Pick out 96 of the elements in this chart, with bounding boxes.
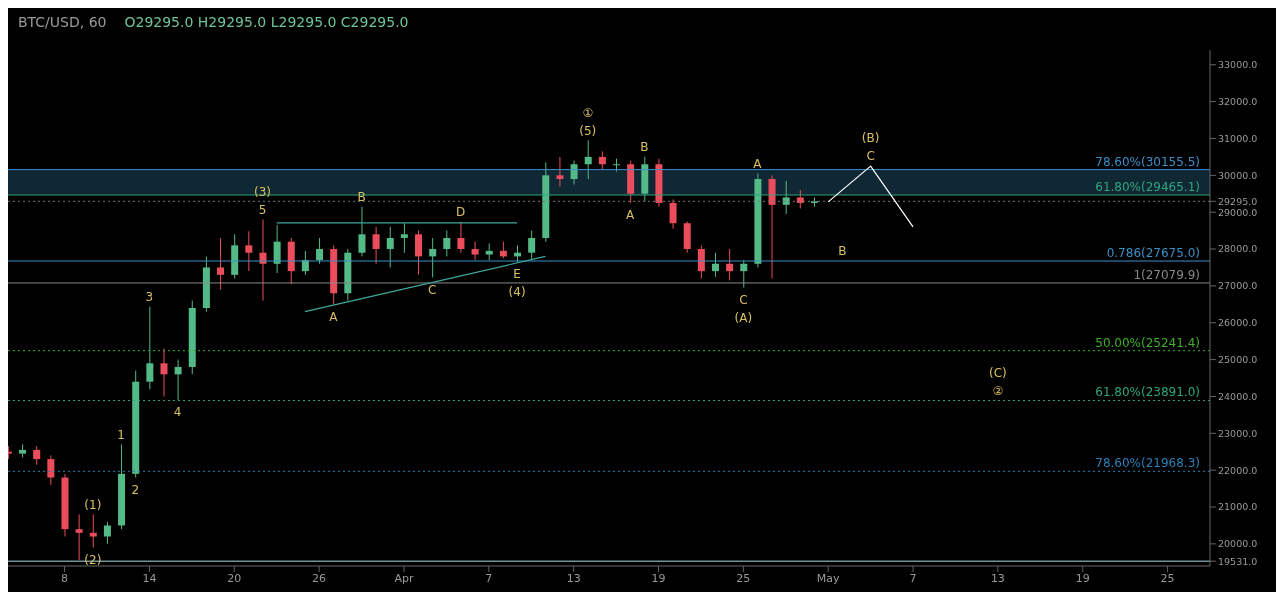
ref-line-label: 0.786(27675.0) bbox=[1106, 246, 1200, 261]
candlestick bbox=[273, 224, 281, 274]
annotation: 2 bbox=[131, 482, 140, 497]
annotation: C bbox=[866, 149, 875, 164]
candlestick bbox=[740, 259, 748, 289]
candlestick bbox=[457, 221, 465, 254]
candlestick bbox=[146, 306, 154, 390]
candlestick bbox=[400, 222, 408, 254]
candlestick bbox=[415, 230, 423, 276]
annotation: E bbox=[513, 267, 521, 282]
candlestick bbox=[796, 189, 804, 209]
annotation: 5 bbox=[258, 202, 267, 217]
annotation: A bbox=[626, 208, 636, 223]
y-tick-label: 29000.0 bbox=[1218, 206, 1258, 218]
chart-title: BTC/USD, 60 bbox=[18, 14, 107, 32]
y-tick-label: 31000.0 bbox=[1218, 132, 1258, 144]
candlestick bbox=[711, 252, 719, 278]
y-tick-label: 21000.0 bbox=[1218, 501, 1258, 513]
candlestick bbox=[697, 244, 705, 280]
y-tick-label: 20000.0 bbox=[1218, 538, 1258, 550]
y-tick-label: 26000.0 bbox=[1218, 317, 1258, 329]
x-tick-label: 19 bbox=[651, 571, 666, 585]
x-tick-label: 7 bbox=[909, 571, 917, 585]
y-tick-label: 32000.0 bbox=[1218, 95, 1258, 107]
candlestick bbox=[358, 206, 366, 257]
candlestick bbox=[89, 513, 97, 549]
ref-line-label: 50.00%(25241.4) bbox=[1095, 335, 1200, 350]
annotation: B bbox=[640, 140, 649, 155]
annotation: A bbox=[753, 156, 763, 171]
candlestick bbox=[443, 230, 451, 257]
candlestick bbox=[47, 454, 55, 486]
y-tick-label: 23000.0 bbox=[1218, 427, 1258, 439]
annotation: B bbox=[838, 244, 847, 259]
y-tick-label: 28000.0 bbox=[1218, 243, 1258, 255]
annotation: (B) bbox=[861, 131, 880, 146]
y-tick-label: 30000.0 bbox=[1218, 169, 1258, 181]
candlestick bbox=[103, 521, 111, 545]
y-tick-label: 29295.0 bbox=[1218, 195, 1258, 207]
annotation: ① bbox=[582, 105, 594, 120]
y-tick-label: 25000.0 bbox=[1218, 353, 1258, 365]
candlestick bbox=[372, 226, 380, 265]
candlestick bbox=[316, 237, 324, 265]
annotation: D bbox=[455, 204, 466, 219]
annotation: A bbox=[329, 309, 339, 324]
x-tick-label: 26 bbox=[312, 571, 327, 585]
candlestick bbox=[429, 237, 437, 278]
x-tick-label: 20 bbox=[227, 571, 242, 585]
annotation: (4) bbox=[508, 285, 526, 300]
candlestick bbox=[174, 359, 182, 401]
annotation: (C) bbox=[989, 365, 1007, 380]
x-tick-label: 25 bbox=[1160, 571, 1175, 585]
x-tick-label: Apr bbox=[394, 571, 414, 585]
y-tick-label: 33000.0 bbox=[1218, 59, 1258, 71]
ref-line-label: 61.80%(23891.0) bbox=[1095, 385, 1200, 400]
candlestick bbox=[726, 248, 734, 281]
candlestick bbox=[669, 198, 677, 230]
candlestick bbox=[598, 150, 606, 171]
x-tick-label: 19 bbox=[1075, 571, 1090, 585]
candlestick bbox=[75, 513, 83, 561]
y-tick-label: 22000.0 bbox=[1218, 464, 1258, 476]
chart-subtitle: O29295.0 H29295.0 L29295.0 C29295.0 bbox=[124, 14, 409, 32]
candlestick bbox=[584, 139, 592, 180]
annotation: (3) bbox=[254, 184, 272, 199]
x-tick-label: 25 bbox=[736, 571, 751, 585]
x-tick-label: 13 bbox=[990, 571, 1005, 585]
candlestick bbox=[33, 445, 41, 466]
candlestick bbox=[386, 226, 394, 268]
x-tick-label: 8 bbox=[61, 571, 69, 585]
y-tick-label: 24000.0 bbox=[1218, 390, 1258, 402]
candlestick bbox=[556, 156, 564, 187]
annotation: 4 bbox=[173, 405, 182, 420]
x-tick-label: 14 bbox=[142, 571, 157, 585]
annotation: (1) bbox=[84, 497, 102, 512]
annotation: 1 bbox=[117, 427, 125, 442]
ref-line-label: 1(27079.9) bbox=[1133, 267, 1200, 282]
candlestick bbox=[528, 230, 536, 261]
annotation: 3 bbox=[145, 290, 154, 305]
y-tick-label: 19531.0 bbox=[1218, 555, 1258, 567]
annotation: B bbox=[357, 189, 366, 204]
candlestick bbox=[217, 237, 225, 291]
ref-line-label: 61.80%(29465.1) bbox=[1095, 180, 1200, 195]
x-tick-label: 13 bbox=[566, 571, 581, 585]
candlestick bbox=[471, 241, 479, 261]
candlestick bbox=[245, 230, 253, 272]
candlestick bbox=[160, 348, 168, 397]
annotation: C bbox=[428, 282, 437, 297]
x-tick-label: May bbox=[816, 571, 841, 585]
annotation: (A) bbox=[734, 310, 753, 325]
annotation: (5) bbox=[579, 123, 597, 138]
annotation: ② bbox=[992, 383, 1004, 398]
ref-line-label: 78.60%(30155.5) bbox=[1095, 154, 1200, 169]
annotation: C bbox=[739, 292, 748, 307]
candlestick bbox=[782, 180, 790, 215]
y-tick-label: 27000.0 bbox=[1218, 280, 1258, 292]
ref-line-label: 78.60%(21968.3) bbox=[1095, 456, 1200, 471]
x-tick-label: 7 bbox=[485, 571, 493, 585]
